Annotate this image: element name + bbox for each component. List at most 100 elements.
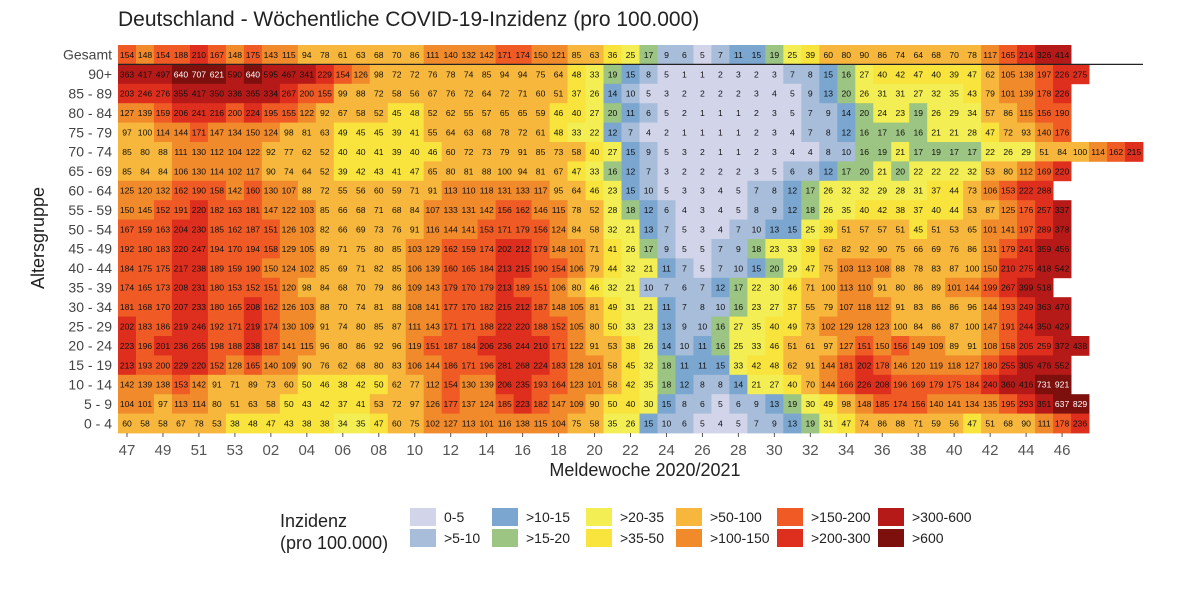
- cell-value-label: 5: [664, 147, 669, 157]
- heatmap-cell: [1035, 83, 1054, 104]
- heatmap-cell: [1017, 142, 1036, 162]
- cell-value-label: 134: [228, 128, 243, 138]
- heatmap-cell: [207, 45, 227, 65]
- heatmap-cell: [639, 297, 658, 317]
- cell-value-label: 71: [590, 244, 600, 254]
- heatmap-cell: [405, 45, 425, 65]
- heatmap-cell: [837, 258, 856, 279]
- cell-value-label: 139: [1019, 89, 1034, 99]
- heatmap-cell: [225, 180, 245, 201]
- heatmap-cell: [387, 161, 407, 182]
- heatmap-cell: [315, 336, 335, 356]
- heatmap-cell: [279, 258, 299, 279]
- cell-value-label: 155: [318, 89, 333, 99]
- cell-value-label: 32: [967, 166, 977, 176]
- cell-value-label: 19: [770, 50, 780, 60]
- cell-value-label: 224: [533, 360, 548, 370]
- heatmap-cell: [873, 336, 892, 356]
- heatmap-cell: [711, 239, 730, 259]
- cell-value-label: 231: [192, 283, 207, 293]
- heatmap-cell: [855, 103, 874, 123]
- heatmap-cell: [441, 239, 461, 259]
- cell-value-label: 71: [374, 205, 384, 215]
- heatmap-cell: [585, 64, 604, 85]
- cell-value-label: 22: [931, 166, 941, 176]
- heatmap-cell: [909, 277, 928, 298]
- cell-value-label: 115: [552, 205, 566, 215]
- heatmap-cell: [837, 200, 856, 220]
- cell-value-label: 133: [444, 205, 459, 215]
- heatmap-cell: [927, 122, 946, 143]
- cell-value-label: 40: [338, 147, 348, 157]
- cell-value-label: 44: [949, 186, 959, 196]
- heatmap-cell: [693, 219, 712, 240]
- cell-value-label: 22: [913, 166, 923, 176]
- cell-value-label: 53: [212, 419, 222, 429]
- cell-value-label: 151: [857, 341, 872, 351]
- x-tick-label: 08: [370, 442, 387, 459]
- cell-value-label: 104: [228, 147, 243, 157]
- cell-value-label: 114: [1091, 147, 1105, 157]
- heatmap-cell: [729, 277, 748, 298]
- heatmap-cell: [297, 142, 317, 162]
- cell-value-label: 26: [824, 186, 834, 196]
- cell-value-label: 69: [338, 263, 348, 273]
- cell-value-label: 113: [174, 399, 188, 409]
- cell-value-label: 115: [534, 419, 548, 429]
- cell-value-label: 61: [806, 341, 816, 351]
- heatmap-cell: [963, 219, 982, 240]
- heatmap-cell: [639, 103, 658, 123]
- heatmap-cell: [459, 64, 479, 85]
- heatmap-cell: [261, 122, 281, 143]
- heatmap-cell: [945, 142, 964, 162]
- cell-value-label: 40: [410, 147, 420, 157]
- cell-value-label: 135: [983, 399, 998, 409]
- heatmap-cell: [423, 355, 443, 376]
- heatmap-cell: [261, 45, 281, 65]
- cell-value-label: 42: [356, 166, 366, 176]
- cell-value-label: 3: [700, 186, 705, 196]
- cell-value-label: 190: [192, 186, 207, 196]
- heatmap-cell: [459, 258, 479, 279]
- cell-value-label: 37: [913, 205, 923, 215]
- cell-value-label: 86: [931, 322, 941, 332]
- heatmap-cell: [711, 142, 730, 162]
- heatmap-cell: [747, 122, 766, 143]
- heatmap-cell: [459, 239, 479, 259]
- heatmap-cell: [225, 45, 245, 65]
- heatmap-cell: [531, 161, 550, 182]
- cell-value-label: 195: [1001, 399, 1016, 409]
- cell-value-label: 112: [426, 380, 440, 390]
- heatmap-cell: [945, 258, 964, 279]
- cell-value-label: 637: [1055, 399, 1070, 409]
- cell-value-label: 177: [444, 302, 459, 312]
- cell-value-label: 167: [210, 50, 225, 60]
- heatmap-cell: [423, 64, 443, 85]
- heatmap-cell: [927, 316, 946, 337]
- cell-value-label: 40: [859, 205, 869, 215]
- heatmap-cell: [495, 103, 515, 123]
- heatmap-cell: [351, 277, 371, 298]
- cell-value-label: 552: [1055, 360, 1070, 370]
- cell-value-label: 49: [788, 322, 798, 332]
- heatmap-cell: [118, 277, 137, 298]
- heatmap-cell: [567, 180, 586, 201]
- heatmap-cell: [675, 219, 694, 240]
- heatmap-cell: [927, 161, 946, 182]
- heatmap-cell: [261, 316, 281, 337]
- cell-value-label: 206: [479, 341, 494, 351]
- cell-value-label: 113: [462, 419, 476, 429]
- cell-value-label: 109: [569, 399, 584, 409]
- heatmap-cell: [495, 239, 515, 259]
- cell-value-label: 90: [1021, 419, 1031, 429]
- cell-value-label: 365: [246, 89, 261, 99]
- heatmap-cell: [711, 258, 730, 279]
- cell-value-label: 233: [192, 302, 207, 312]
- cell-value-label: 81: [374, 302, 384, 312]
- y-tick-label: 15 - 19: [68, 357, 112, 373]
- heatmap-cell: [423, 258, 443, 279]
- heatmap-cell: [801, 122, 820, 143]
- cell-value-label: 200: [300, 89, 315, 99]
- cell-value-label: 147: [983, 322, 998, 332]
- heatmap-cell: [513, 142, 532, 162]
